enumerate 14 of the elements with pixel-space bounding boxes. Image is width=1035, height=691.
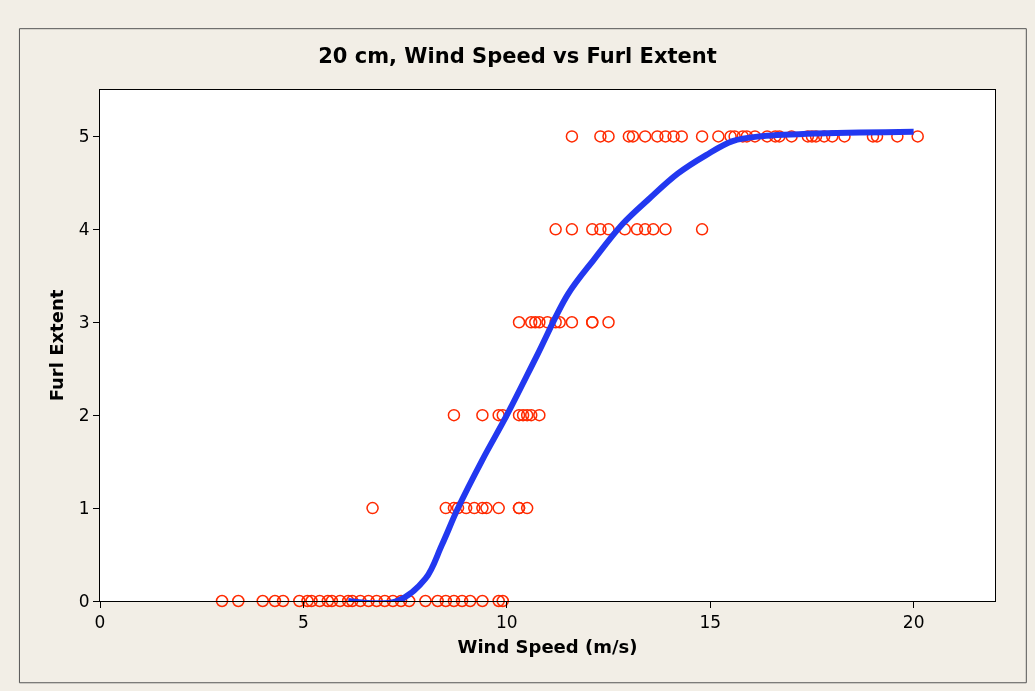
y-tick-label: 1 [78, 498, 90, 519]
x-tick-label: 0 [94, 612, 106, 633]
y-axis-title: Furl Extent [45, 289, 67, 402]
y-tick-label: 4 [78, 219, 90, 240]
y-tick-label: 5 [78, 126, 90, 147]
x-axis-title: Wind Speed (m/s) [457, 635, 638, 657]
y-tick-label: 0 [78, 590, 90, 611]
x-tick-label: 5 [298, 612, 309, 633]
y-tick-label: 2 [78, 405, 90, 426]
x-tick-label: 10 [496, 612, 518, 633]
y-tick-label: 3 [78, 312, 90, 333]
chart-title: 20 cm, Wind Speed vs Furl Extent [318, 44, 717, 69]
x-tick-label: 20 [902, 612, 925, 633]
x-tick-label: 15 [699, 612, 722, 633]
